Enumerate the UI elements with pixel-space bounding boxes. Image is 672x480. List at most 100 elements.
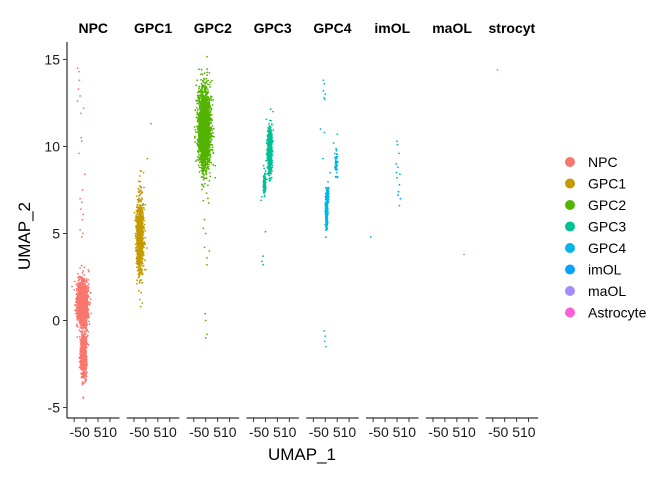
point-npc-cluster0-1492 xyxy=(83,315,86,317)
point-npc-cluster0-1475 xyxy=(77,287,79,290)
point-npc-20 xyxy=(79,229,81,231)
point-gpc2-cluster0-1193 xyxy=(207,167,209,170)
point-gpc1-cluster0-657 xyxy=(135,260,138,263)
point-npc-cluster1-381 xyxy=(81,375,84,378)
point-gpc1-cluster0-777 xyxy=(142,251,145,254)
point-npc-8 xyxy=(80,136,83,139)
point-npc-cluster1-639 xyxy=(82,353,85,356)
point-npc-14 xyxy=(80,201,83,204)
point-npc-cluster0-1454 xyxy=(83,293,85,296)
point-npc-cluster0-1239 xyxy=(75,283,78,286)
point-gpc2-cluster0-1754 xyxy=(200,149,203,152)
point-npc-cluster0-1211 xyxy=(77,283,80,286)
point-npc-cluster1-632 xyxy=(82,354,84,357)
point-gpc1-cluster0-905 xyxy=(137,247,140,250)
point-npc-cluster0-704 xyxy=(75,324,78,327)
point-gpc1-cluster0-245 xyxy=(141,262,144,265)
point-npc-3 xyxy=(77,88,80,90)
point-npc-cluster0-1045 xyxy=(87,331,90,333)
point-gpc2-cluster0-1572 xyxy=(208,83,211,86)
point-gpc1-cluster0-996 xyxy=(144,243,146,246)
point-gpc1-cluster0-765 xyxy=(143,268,146,271)
point-gpc2-cluster0-1514 xyxy=(202,185,205,188)
point-gpc2-cluster0-1258 xyxy=(198,94,200,97)
point-npc-cluster1-407 xyxy=(86,363,89,366)
point-gpc1-cluster0-781 xyxy=(136,225,139,227)
point-npc-cluster0-1003 xyxy=(82,326,84,329)
point-npc-cluster0-896 xyxy=(85,287,88,289)
point-gpc1-cluster0-936 xyxy=(137,218,139,221)
point-gpc1-cluster0-983 xyxy=(139,255,142,257)
point-gpc2-cluster0-669 xyxy=(198,85,201,88)
point-npc-cluster0-163 xyxy=(81,272,84,274)
point-npc-cluster1-638 xyxy=(81,381,84,383)
point-npc-cluster1-471 xyxy=(87,343,90,346)
point-npc-cluster1-323 xyxy=(83,380,86,383)
point-npc-cluster0-395 xyxy=(88,270,90,273)
point-gpc1-cluster0-558 xyxy=(141,269,143,272)
series-npc-points xyxy=(71,67,93,399)
point-gpc2-cluster0-1795 xyxy=(201,176,204,178)
point-gpc2-cluster0-1745 xyxy=(205,157,208,160)
point-npc-cluster1-630 xyxy=(80,347,83,350)
point-npc-cluster1-421 xyxy=(82,376,85,379)
point-gpc1-cluster0-989 xyxy=(139,244,141,247)
point-npc-cluster0-1254 xyxy=(79,327,82,329)
point-gpc2-cluster0-878 xyxy=(196,113,199,116)
point-npc-cluster1-624 xyxy=(83,375,86,377)
point-npc-cluster0-1471 xyxy=(79,290,82,292)
point-gpc1-cluster0-728 xyxy=(134,216,137,219)
point-gpc1-cluster0-584 xyxy=(138,282,141,284)
point-gpc2-cluster0-715 xyxy=(196,142,198,145)
point-gpc1-cluster0-944 xyxy=(139,208,142,211)
point-gpc2-cluster0-908 xyxy=(211,144,214,146)
point-gpc1-cluster0-702 xyxy=(139,180,142,183)
point-npc-cluster0-1260 xyxy=(75,308,78,311)
point-gpc1-cluster0-906 xyxy=(140,200,143,203)
point-gpc2-cluster0-1356 xyxy=(206,55,208,58)
point-gpc2-cluster0-1452 xyxy=(206,71,209,74)
point-gpc1-cluster0-884 xyxy=(136,222,139,225)
point-gpc2-cluster0-446 xyxy=(200,68,203,71)
point-gpc2-cluster0-1475 xyxy=(196,109,199,111)
point-gpc1-cluster0-581 xyxy=(145,268,147,271)
point-npc-cluster0-1463 xyxy=(84,307,87,309)
point-gpc2-cluster0-1472 xyxy=(206,74,209,77)
point-npc-cluster0-1495 xyxy=(85,311,87,314)
point-gpc1-cluster0-867 xyxy=(139,199,142,201)
point-gpc1-cluster0-790 xyxy=(142,217,145,220)
point-gpc1-cluster0-654 xyxy=(141,281,144,284)
point-gpc2-cluster0-1282 xyxy=(202,199,205,202)
point-gpc2-cluster0-1701 xyxy=(209,86,211,88)
point-gpc2-cluster0-1778 xyxy=(200,160,202,163)
point-gpc2-cluster0-1707 xyxy=(199,104,202,106)
point-gpc2-cluster0-1604 xyxy=(210,108,212,111)
point-npc-cluster0-1275 xyxy=(81,283,84,285)
point-gpc2-cluster0-458 xyxy=(211,79,213,82)
point-npc-cluster0-1387 xyxy=(79,275,82,278)
point-npc-cluster1-631 xyxy=(79,340,82,343)
point-npc-cluster0-1480 xyxy=(84,287,86,290)
point-gpc2-cluster0-1770 xyxy=(198,127,201,129)
point-npc-cluster0-249 xyxy=(76,336,79,338)
point-npc-cluster1-523 xyxy=(79,343,82,345)
point-gpc1-cluster0-785 xyxy=(142,242,145,245)
point-npc-cluster0-373 xyxy=(80,264,83,267)
point-npc-cluster1-609 xyxy=(80,366,83,369)
point-npc-cluster0-1455 xyxy=(86,291,89,294)
point-gpc2-cluster0-1168 xyxy=(198,166,201,169)
point-gpc2-cluster0-1200 xyxy=(198,68,200,71)
point-gpc1-cluster0-813 xyxy=(135,225,138,227)
point-npc-cluster0-1051 xyxy=(86,309,89,312)
point-gpc1-cluster0-975 xyxy=(141,245,144,247)
point-npc-cluster0-1437 xyxy=(85,294,88,297)
point-gpc2-cluster0-1027 xyxy=(208,72,211,74)
point-gpc2-cluster0-967 xyxy=(209,156,212,158)
point-gpc1-cluster0-896 xyxy=(140,191,143,194)
facet-label-gpc2: GPC2 xyxy=(194,20,232,36)
point-gpc1-cluster0-992 xyxy=(138,223,141,226)
point-gpc1-cluster0-985 xyxy=(140,253,143,255)
point-npc-cluster0-1456 xyxy=(76,312,78,315)
point-gpc1-cluster0-959 xyxy=(141,215,144,218)
